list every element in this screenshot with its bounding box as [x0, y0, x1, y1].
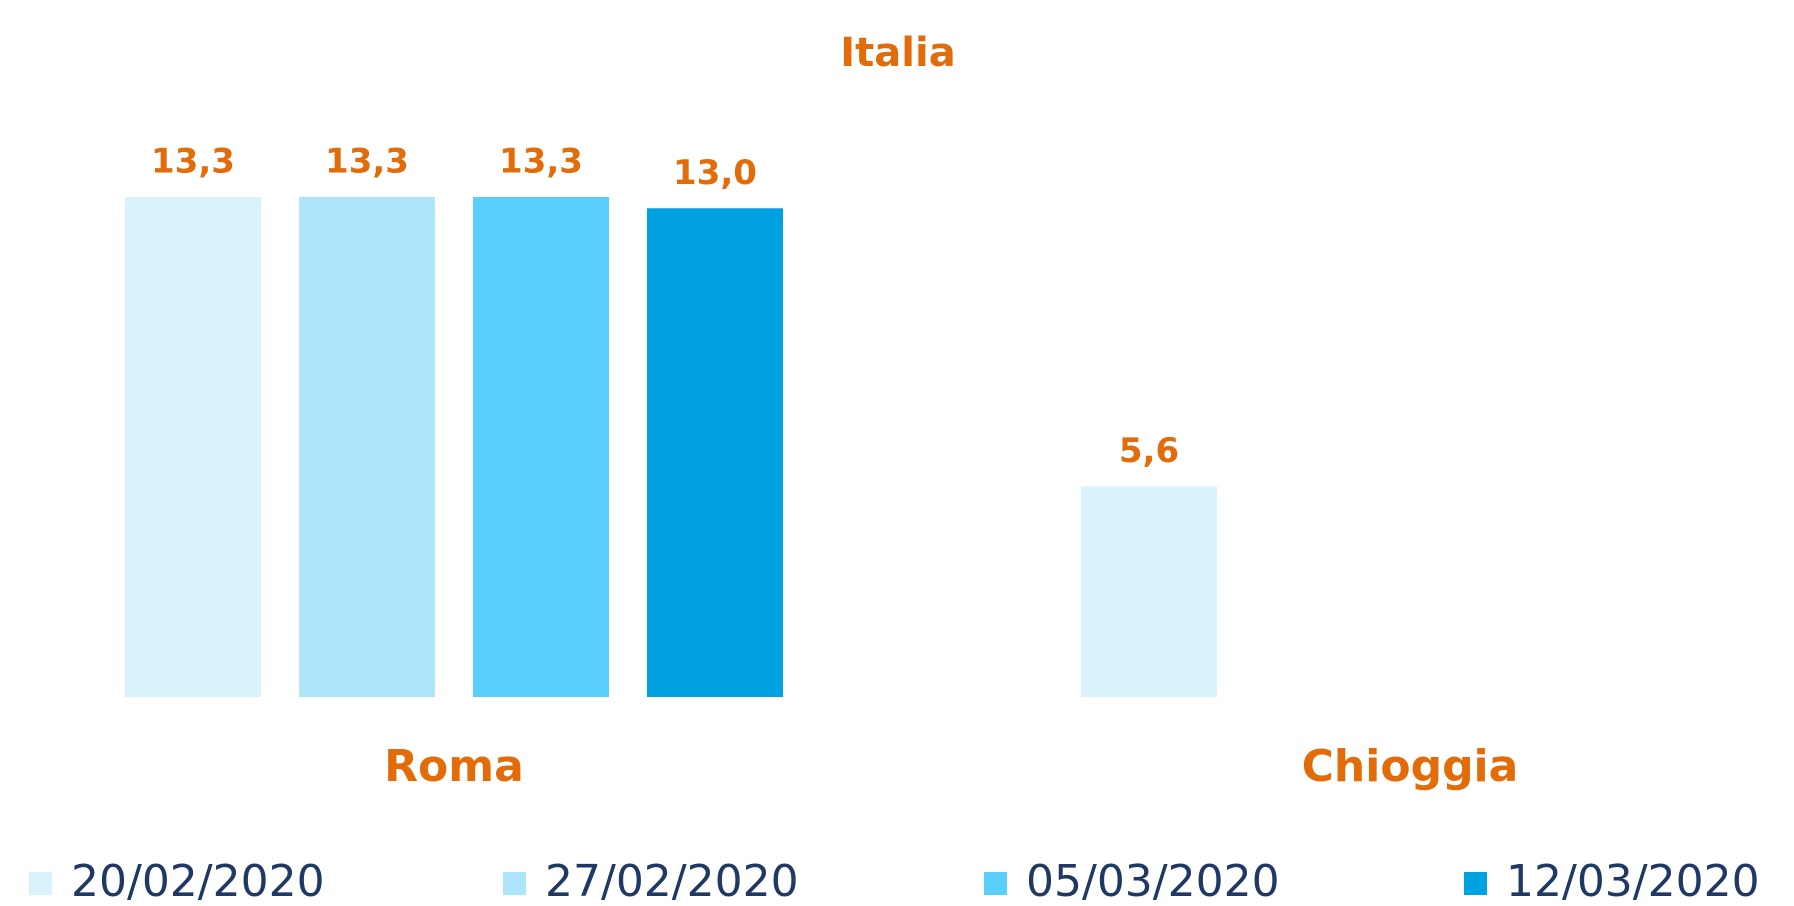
legend-label: 05/03/2020 [1026, 856, 1280, 906]
legend-label: 27/02/2020 [545, 856, 799, 906]
chart-title: Italia [840, 30, 955, 76]
legend-label: 12/03/2020 [1506, 856, 1760, 906]
bar [647, 208, 783, 697]
x-tick-label: Chioggia [1302, 741, 1519, 792]
legend-swatch [503, 872, 526, 895]
x-tick-label: Roma [384, 741, 524, 792]
value-label: 13,3 [499, 142, 583, 182]
value-label: 5,6 [1119, 431, 1179, 471]
value-label: 13,3 [325, 142, 409, 182]
legend-swatch [1464, 872, 1487, 895]
bar [473, 197, 609, 697]
legend-label: 20/02/2020 [71, 856, 325, 906]
legend-swatch [29, 872, 52, 895]
bar [125, 197, 261, 697]
bar [1081, 486, 1217, 697]
legend-swatch [984, 872, 1007, 895]
bar [299, 197, 435, 697]
value-label: 13,0 [673, 153, 757, 193]
value-label: 13,3 [151, 142, 235, 182]
